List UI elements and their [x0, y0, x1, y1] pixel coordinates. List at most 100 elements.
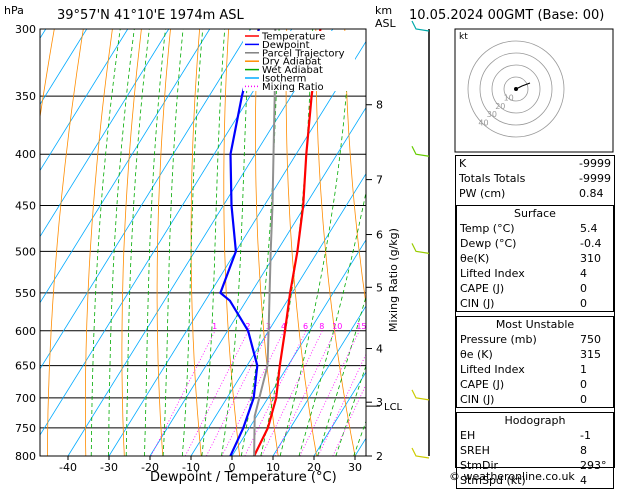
surface-row: θe(K) 310	[457, 251, 613, 266]
km-tick-label: 8	[376, 99, 383, 112]
surface-label: Lifted Index	[460, 267, 525, 280]
surface-value: -0.4	[580, 237, 602, 250]
hodograph-ring-label: 40	[478, 119, 488, 128]
most-unstable-label: CAPE (J)	[460, 378, 505, 391]
wind-barb-icon	[411, 20, 430, 32]
index-label: PW (cm)	[459, 187, 506, 200]
hodograph-trace	[515, 82, 531, 90]
surface-row: CAPE (J) 0	[457, 281, 613, 296]
dry-adiabat-line	[374, 29, 432, 456]
surface-value: 4	[580, 267, 587, 280]
legend-label: Parcel Trajectory	[262, 48, 345, 59]
most-unstable-value: 0	[580, 393, 587, 406]
most-unstable-section: Most Unstable Pressure (mb) 750 θe (K) 315 L…	[456, 316, 614, 408]
mixing-ratio-label: 1	[212, 322, 217, 331]
wind-barb-icon	[411, 145, 430, 157]
surface-value: 0	[580, 297, 587, 310]
isotherm-line	[149, 106, 366, 456]
isotherm-line	[108, 40, 366, 456]
surface-label: CIN (J)	[460, 297, 495, 310]
x-tick-label: 0	[229, 461, 236, 474]
hodograph-ring-label: 20	[495, 102, 505, 111]
indices-block: K -9999 Totals Totals -9999 PW (cm) 0.84	[456, 156, 614, 201]
dry-adiabat-line	[156, 29, 171, 456]
pressure-tick-label: 450	[15, 200, 36, 213]
hodograph-frame	[454, 28, 614, 153]
surface-label: θe(K)	[460, 252, 490, 265]
dry-adiabat-line	[315, 29, 356, 456]
hodograph-ring	[467, 40, 565, 138]
most-unstable-row: CAPE (J) 0	[457, 377, 613, 392]
hodograph-stat-row: SREH 8	[457, 443, 613, 458]
pressure-tick-label: 300	[15, 23, 36, 36]
parcel-trajectory-line	[253, 29, 277, 456]
isotherm-line	[67, 29, 334, 456]
most-unstable-title: Most Unstable	[495, 318, 575, 331]
km-tick-label: 3	[376, 396, 383, 409]
surface-row: Temp (°C) 5.4	[457, 221, 613, 236]
wet-adiabat-line	[90, 29, 121, 456]
dry-adiabat-line	[285, 29, 317, 456]
surface-row: CIN (J) 0	[457, 296, 613, 311]
km-unit-label: km	[375, 4, 392, 17]
storm-motion-marker	[514, 87, 518, 91]
dry-adiabat-line	[47, 29, 84, 456]
hpa-unit-label: hPa	[4, 4, 24, 17]
wet-adiabat-line	[317, 295, 366, 456]
most-unstable-value: 1	[580, 363, 587, 376]
dry-adiabat-line	[223, 29, 241, 456]
index-label: K	[459, 157, 467, 170]
isotherm-line	[190, 172, 366, 456]
pressure-tick-label: 750	[15, 422, 36, 435]
surface-value: 5.4	[580, 222, 598, 235]
legend-label: Dry Adiabat	[262, 57, 321, 68]
wet-adiabat-line	[279, 29, 352, 456]
x-tick-label: -20	[141, 461, 159, 474]
isotherm-line	[0, 29, 5, 456]
x-tick-label: -40	[59, 461, 77, 474]
hodograph-table-title: Hodograph	[504, 414, 566, 427]
surface-value: 0	[580, 282, 587, 295]
hodograph-stat-value: -1	[580, 429, 591, 442]
index-row: PW (cm) 0.84	[456, 186, 614, 201]
mixing-ratio-label: 10	[332, 322, 342, 331]
hodograph-stat-label: StmSpd (kt)	[460, 474, 526, 487]
hodograph-stat-value: 4	[580, 474, 587, 487]
x-tick-label: 20	[307, 461, 321, 474]
x-axis-label: Dewpoint / Temperature (°C)	[150, 470, 337, 485]
surface-row: Dewp (°C) -0.4	[457, 236, 613, 251]
most-unstable-row: Pressure (mb) 750	[457, 332, 613, 347]
pressure-tick-label: 700	[15, 392, 36, 405]
dewpoint-line	[219, 29, 260, 456]
most-unstable-value: 750	[580, 333, 601, 346]
wet-adiabat-line	[162, 29, 184, 456]
asl-unit-label: ASL	[375, 17, 397, 30]
pressure-tick-label: 400	[15, 148, 36, 161]
wet-adiabat-line	[125, 29, 150, 456]
km-tick-label: 7	[376, 174, 383, 187]
isotherm-line	[40, 29, 170, 238]
legend-label: Mixing Ratio	[262, 82, 324, 93]
surface-label: Temp (°C)	[460, 222, 515, 235]
hodograph-ring	[503, 76, 529, 102]
surface-label: CAPE (J)	[460, 282, 505, 295]
pressure-tick-label: 650	[15, 360, 36, 373]
isotherm-line	[272, 305, 366, 456]
wind-barb-icon	[411, 243, 430, 254]
mixing-ratio-axis-label: Mixing Ratio (g/kg)	[387, 228, 400, 332]
x-tick-label: -30	[100, 461, 118, 474]
dry-adiabat-line	[121, 29, 142, 456]
dry-adiabat-line	[190, 29, 202, 456]
location-title: 39°57'N 41°10'E 1974m ASL	[57, 8, 245, 23]
stats-panel: K -9999 Totals Totals -9999 PW (cm) 0.84 Surf…	[455, 155, 615, 489]
wet-adiabat-line	[221, 29, 251, 456]
wind-barb-icon	[411, 447, 430, 459]
index-value: 0.84	[579, 187, 604, 200]
datetime-title: 10.05.2024 00GMT (Base: 00)	[409, 8, 604, 23]
wet-adiabat-line	[260, 29, 314, 456]
hodograph-stat-label: SREH	[460, 444, 490, 457]
most-unstable-row: Lifted Index 1	[457, 362, 613, 377]
mixing-ratio-line	[299, 330, 360, 456]
isotherm-line	[313, 371, 366, 456]
